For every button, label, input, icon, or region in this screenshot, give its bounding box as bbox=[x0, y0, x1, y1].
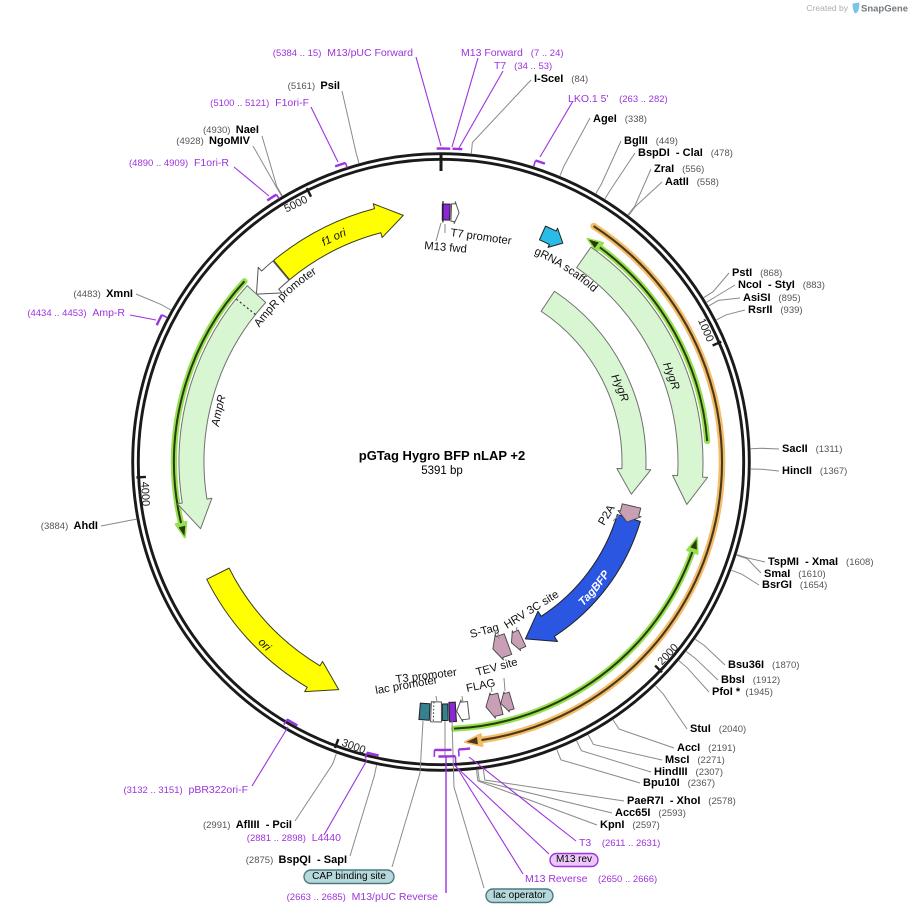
svg-text:LKO.1 5' (263 .. 282): LKO.1 5' (263 .. 282) bbox=[568, 93, 668, 105]
svg-text:T3 (2611 .. 2631): T3 (2611 .. 2631) bbox=[579, 837, 660, 849]
svg-text:MscI (2271): MscI (2271) bbox=[665, 754, 725, 766]
svg-text:Bsu36I (1870): Bsu36I (1870) bbox=[728, 659, 799, 671]
svg-text:(3132 .. 3151) pBR322ori-F: (3132 .. 3151) pBR322ori-F bbox=[123, 784, 248, 796]
svg-text:(5161) PsiI: (5161) PsiI bbox=[288, 80, 340, 92]
svg-text:HincII (1367): HincII (1367) bbox=[782, 465, 847, 477]
svg-text:PaeR7I - XhoI (2578): PaeR7I - XhoI (2578) bbox=[627, 795, 736, 807]
svg-text:AgeI (338): AgeI (338) bbox=[593, 113, 647, 125]
svg-text:BglII (449): BglII (449) bbox=[624, 135, 678, 147]
svg-text:SacII (1311): SacII (1311) bbox=[782, 443, 842, 455]
svg-text:TspMI - XmaI (1608): TspMI - XmaI (1608) bbox=[768, 556, 874, 568]
svg-text:KpnI (2597): KpnI (2597) bbox=[600, 819, 660, 831]
svg-text:PfoI * (1945): PfoI * (1945) bbox=[712, 686, 773, 698]
svg-text:M13 rev: M13 rev bbox=[556, 854, 592, 865]
svg-text:(2875) BspQI - SapI: (2875) BspQI - SapI bbox=[246, 854, 347, 866]
svg-text:ZraI (556): ZraI (556) bbox=[654, 163, 704, 175]
svg-text:(4434 .. 4453) Amp-R: (4434 .. 4453) Amp-R bbox=[27, 307, 125, 319]
svg-text:StuI (2040): StuI (2040) bbox=[690, 723, 746, 735]
svg-text:(4483) XmnI: (4483) XmnI bbox=[73, 288, 133, 300]
svg-text:(2991) AflIII - PciI: (2991) AflIII - PciI bbox=[203, 819, 292, 831]
svg-text:I-SceI (84): I-SceI (84) bbox=[534, 73, 588, 85]
svg-text:BspDI - ClaI (478): BspDI - ClaI (478) bbox=[638, 147, 733, 159]
svg-text:AatII (558): AatII (558) bbox=[665, 176, 719, 188]
svg-text:CAP binding site: CAP binding site bbox=[312, 871, 386, 882]
svg-text:(5100 .. 5121) F1ori-F: (5100 .. 5121) F1ori-F bbox=[210, 97, 309, 109]
svg-text:(4890 .. 4909) F1ori-R: (4890 .. 4909) F1ori-R bbox=[129, 157, 229, 169]
svg-text:SnapGene: SnapGene bbox=[861, 4, 908, 15]
svg-text:Acc65I (2593): Acc65I (2593) bbox=[615, 807, 686, 819]
svg-text:RsrII (939): RsrII (939) bbox=[748, 304, 803, 316]
svg-text:(2881 .. 2898) L4440: (2881 .. 2898) L4440 bbox=[247, 832, 341, 844]
svg-text:(2663 .. 2685) M13/pUC Revers: (2663 .. 2685) M13/pUC Reverse bbox=[287, 891, 439, 903]
svg-text:M13 Reverse (2650 .. 2666): M13 Reverse (2650 .. 2666) bbox=[525, 873, 657, 885]
svg-text:AccI (2191): AccI (2191) bbox=[677, 742, 736, 754]
svg-text:5391 bp: 5391 bp bbox=[421, 465, 463, 477]
svg-text:NcoI - StyI (883): NcoI - StyI (883) bbox=[738, 279, 825, 291]
svg-text:BsrGI (1654): BsrGI (1654) bbox=[762, 579, 827, 591]
svg-text:PstI (868): PstI (868) bbox=[732, 267, 782, 279]
svg-text:Created by: Created by bbox=[806, 3, 848, 13]
svg-text:BbsI (1912): BbsI (1912) bbox=[721, 674, 780, 686]
svg-text:lac operator: lac operator bbox=[493, 890, 546, 901]
svg-text:Bpu10I (2367): Bpu10I (2367) bbox=[643, 777, 715, 789]
svg-text:T7 (34 .. 53): T7 (34 .. 53) bbox=[494, 60, 552, 72]
svg-text:pGTag Hygro BFP nLAP +2: pGTag Hygro BFP nLAP +2 bbox=[359, 448, 526, 463]
svg-text:4000: 4000 bbox=[138, 481, 151, 506]
svg-text:(5384 .. 15) M13/pUC Forward: (5384 .. 15) M13/pUC Forward bbox=[273, 47, 413, 59]
svg-text:(4928) NgoMIV: (4928) NgoMIV bbox=[176, 135, 250, 147]
svg-text:AsiSI (895): AsiSI (895) bbox=[743, 292, 801, 304]
svg-text:M13 Forward (7 .. 24): M13 Forward (7 .. 24) bbox=[461, 47, 564, 59]
svg-text:(3884) AhdI: (3884) AhdI bbox=[41, 520, 98, 532]
